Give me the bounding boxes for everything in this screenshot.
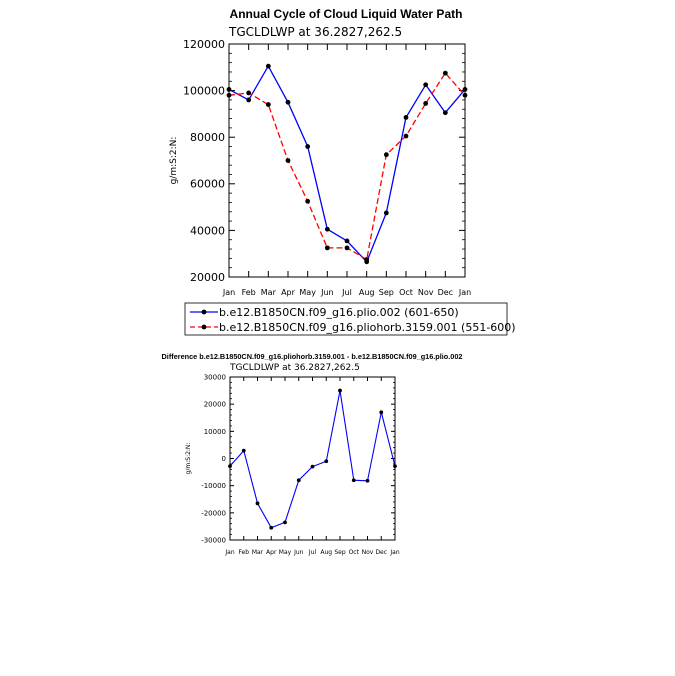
chart1-xtick-label: Mar xyxy=(261,288,277,297)
chart1-series-1-point xyxy=(403,114,409,120)
chart2-ytick-label: 0 xyxy=(222,455,226,463)
chart1-legend-label-1: b.e12.B1850CN.f09_g16.plio.002 (601-650) xyxy=(219,306,459,319)
chart2-series-1-point xyxy=(324,459,329,464)
chart1-series-1-point xyxy=(305,144,311,149)
chart2-series-1-line xyxy=(229,390,396,529)
chart1-series-2-point xyxy=(442,70,448,76)
chart1-xtick-label: Jun xyxy=(320,288,334,297)
chart1-series-2-point xyxy=(324,245,330,251)
chart1-series-1-point xyxy=(226,87,232,92)
chart2-ytick-label: 20000 xyxy=(204,401,226,409)
chart2-series-1-point xyxy=(283,520,287,525)
chart1-series-1-point xyxy=(265,63,271,69)
chart2-xtick-label: Sep xyxy=(334,549,346,556)
chart1-series-2-point xyxy=(246,90,252,96)
chart1-series-2-point xyxy=(344,245,350,251)
chart1-ytick-label: 60000 xyxy=(190,178,225,191)
chart2-xtick-label: Jun xyxy=(293,549,304,556)
chart2-title: Difference b.e12.B1850CN.f09_g16.pliohor… xyxy=(162,352,463,361)
chart2-xtick-label: Jan xyxy=(389,549,399,556)
chart1-title: Annual Cycle of Cloud Liquid Water Path xyxy=(230,7,463,21)
chart1-series-1-point xyxy=(285,99,291,105)
chart1-ytick-label: 100000 xyxy=(183,84,225,97)
chart1-series-2-point xyxy=(285,158,291,163)
chart1-series-1-point xyxy=(383,210,389,216)
chart2-series-1-point xyxy=(351,478,356,483)
chart1-series-1-point xyxy=(423,82,429,88)
chart1-xtick-label: Apr xyxy=(281,288,296,297)
chart2-plot-frame xyxy=(229,376,396,541)
chart2-ytick-label: 30000 xyxy=(204,373,226,381)
chart1-ytick-label: 120000 xyxy=(183,38,225,51)
chart1-subtitle: TGCLDLWP at 36.2827,262.5 xyxy=(228,25,402,39)
chart1-series-1-line xyxy=(228,65,466,263)
chart2-series-1-point xyxy=(228,464,232,469)
chart1-series-1-point xyxy=(462,87,468,92)
chart1-legend-marker-2 xyxy=(201,324,207,330)
chart1-series-2-point xyxy=(305,198,311,204)
chart1-xtick-label: Aug xyxy=(359,288,375,297)
chart1-xtick-label: Nov xyxy=(418,288,434,297)
chart1-ytick-label: 40000 xyxy=(190,224,225,237)
chart1-xtick-label: Dec xyxy=(438,288,453,297)
chart1-legend-marker-1 xyxy=(201,309,207,315)
chart2-series-1-point xyxy=(393,464,397,469)
chart2-series-1-point xyxy=(255,501,260,506)
chart2-series-1-point xyxy=(310,464,315,469)
chart2-series-1-point xyxy=(241,448,246,453)
chart1-legend-box xyxy=(184,302,508,336)
chart2-ytick-label: 10000 xyxy=(204,428,226,436)
chart2-xtick-label: Jul xyxy=(308,549,317,556)
chart1-legend-label-2: b.e12.B1850CN.f09_g16.pliohorb.3159.001 … xyxy=(219,321,516,334)
chart1-series-2-point xyxy=(226,92,232,98)
chart1-series-1-point xyxy=(324,226,330,232)
chart1-xtick-label: Feb xyxy=(242,288,256,297)
chart2-xtick-label: Nov xyxy=(362,549,374,556)
chart1-series-2-point xyxy=(403,133,409,139)
chart2-ytick-label: -30000 xyxy=(201,536,226,544)
chart1-xtick-label: Sep xyxy=(379,288,394,297)
chart1-xtick-label: Jan xyxy=(222,288,235,297)
chart2-series-1-point xyxy=(269,525,274,530)
chart2-ylabel: g/m:S:2:N: xyxy=(185,443,192,475)
chart2-xtick-label: Apr xyxy=(266,549,277,556)
chart1-series-2-point xyxy=(423,101,429,106)
chart1-ytick-label: 80000 xyxy=(190,131,225,144)
chart1-ytick-label: 20000 xyxy=(190,271,225,284)
chart2-xtick-label: Oct xyxy=(349,549,360,556)
chart2-xtick-label: May xyxy=(279,549,292,556)
chart2-series-1-point xyxy=(379,410,384,415)
chart2-xtick-label: Mar xyxy=(252,549,264,556)
chart2-ytick-label: -20000 xyxy=(201,509,226,517)
chart1-series-2-point xyxy=(462,92,468,98)
chart1-xtick-label: Jan xyxy=(458,288,471,297)
chart2-xtick-label: Jan xyxy=(224,549,234,556)
chart2-subtitle: TGCLDLWP at 36.2827,262.5 xyxy=(229,363,360,373)
chart1-series-1-point xyxy=(344,238,350,244)
chart2-xtick-label: Feb xyxy=(238,549,249,556)
chart2-ytick-label: -10000 xyxy=(201,482,226,490)
chart2-xtick-label: Dec xyxy=(375,549,387,556)
chart1-xtick-label: May xyxy=(299,288,316,297)
chart1-series-2-point xyxy=(364,257,370,262)
chart1-series-1-point xyxy=(442,110,448,116)
chart2-xtick-label: Aug xyxy=(320,549,332,556)
chart1-series-2-line xyxy=(228,72,466,261)
chart2-series-1-point xyxy=(365,478,370,483)
chart1-xtick-label: Jul xyxy=(341,288,352,297)
chart2-series-1-point xyxy=(338,388,342,393)
chart1-series-1-point xyxy=(246,97,252,103)
chart2-series-1-point xyxy=(296,478,301,483)
chart1-ylabel: g/m:S:2:N: xyxy=(169,137,179,185)
chart1-xtick-label: Oct xyxy=(399,288,413,297)
chart1-series-2-point xyxy=(265,102,271,107)
chart1-series-2-point xyxy=(383,152,389,158)
